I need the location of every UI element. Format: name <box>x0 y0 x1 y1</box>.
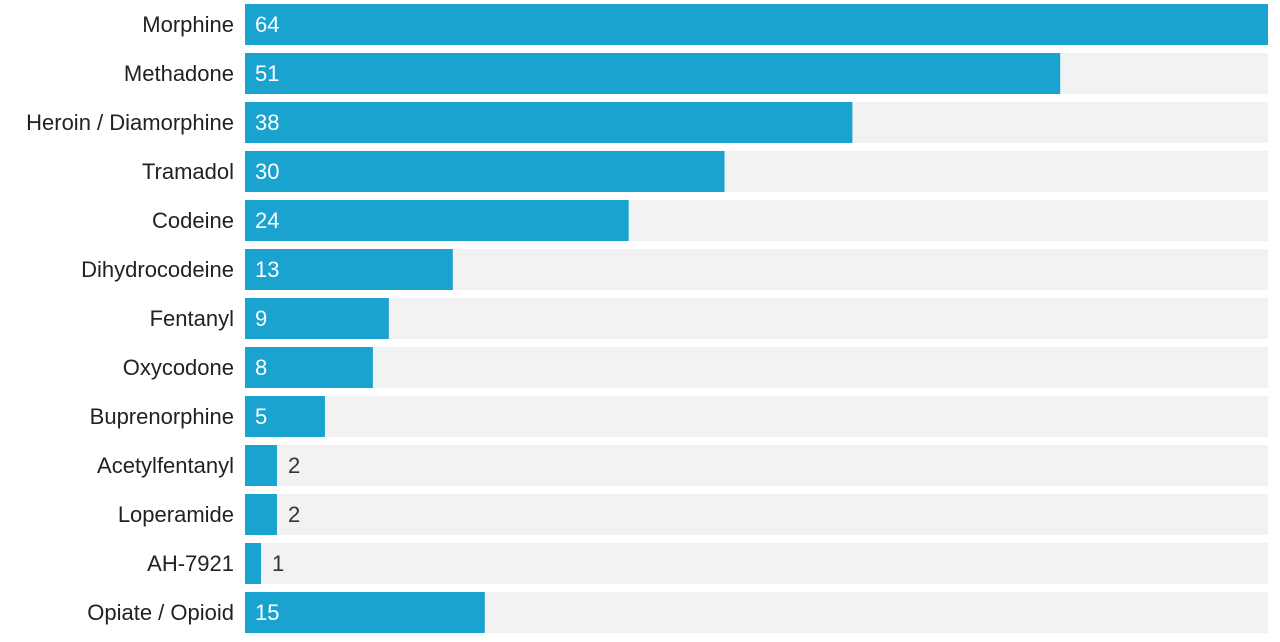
bar <box>245 53 1061 94</box>
category-label: Dihydrocodeine <box>81 257 234 282</box>
category-label: Tramadol <box>142 159 234 184</box>
value-label: 2 <box>288 502 300 527</box>
value-label: 1 <box>272 551 284 576</box>
bar <box>245 4 1268 45</box>
value-label: 15 <box>255 600 279 625</box>
value-label: 38 <box>255 110 279 135</box>
bar <box>245 543 261 584</box>
category-label: Heroin / Diamorphine <box>26 110 234 135</box>
bar-track <box>245 445 1268 486</box>
category-label: AH-7921 <box>147 551 234 576</box>
value-label: 9 <box>255 306 267 331</box>
bar <box>245 298 389 339</box>
bar <box>245 396 325 437</box>
bar <box>245 445 277 486</box>
category-label: Buprenorphine <box>90 404 234 429</box>
value-label: 8 <box>255 355 267 380</box>
bar <box>245 102 853 143</box>
category-label: Fentanyl <box>150 306 234 331</box>
bar-track <box>245 298 1268 339</box>
bar <box>245 200 629 241</box>
value-label: 24 <box>255 208 279 233</box>
bar <box>245 249 453 290</box>
bar-track <box>245 543 1268 584</box>
category-label: Loperamide <box>118 502 234 527</box>
value-label: 51 <box>255 61 279 86</box>
bar <box>245 592 485 633</box>
category-label: Opiate / Opioid <box>87 600 234 625</box>
value-label: 2 <box>288 453 300 478</box>
bar <box>245 347 373 388</box>
value-label: 64 <box>255 12 279 37</box>
category-label: Methadone <box>124 61 234 86</box>
bar-track <box>245 396 1268 437</box>
bar <box>245 151 725 192</box>
value-label: 5 <box>255 404 267 429</box>
bar-track <box>245 347 1268 388</box>
value-label: 30 <box>255 159 279 184</box>
category-label: Codeine <box>152 208 234 233</box>
bar-track <box>245 494 1268 535</box>
bar <box>245 494 277 535</box>
category-label: Morphine <box>142 12 234 37</box>
category-label: Oxycodone <box>123 355 234 380</box>
category-label: Acetylfentanyl <box>97 453 234 478</box>
value-label: 13 <box>255 257 279 282</box>
